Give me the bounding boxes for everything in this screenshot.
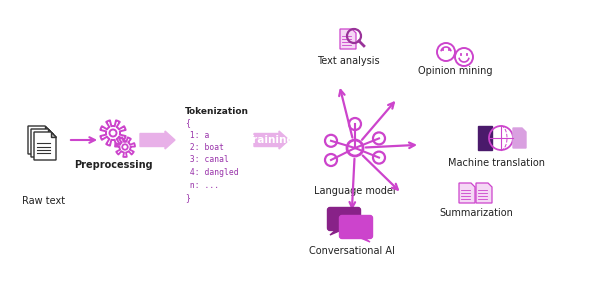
Polygon shape <box>459 183 475 203</box>
Text: Opinion mining: Opinion mining <box>418 66 492 76</box>
Polygon shape <box>45 126 50 131</box>
Polygon shape <box>34 132 56 160</box>
Text: Conversational AI: Conversational AI <box>309 246 395 256</box>
Text: Raw text: Raw text <box>22 196 65 206</box>
Polygon shape <box>330 228 346 235</box>
Polygon shape <box>28 126 50 154</box>
Text: Preprocessing: Preprocessing <box>74 160 152 170</box>
FancyArrow shape <box>254 131 289 149</box>
Polygon shape <box>476 183 492 203</box>
Polygon shape <box>478 126 492 150</box>
Text: {
 1: a
 2: boat
 3: canal
 4: dangled
 n: ...
}: { 1: a 2: boat 3: canal 4: dangled n: ..… <box>185 118 239 202</box>
Text: Tokenization: Tokenization <box>185 107 249 116</box>
Polygon shape <box>31 129 53 157</box>
Text: Text analysis: Text analysis <box>317 56 379 66</box>
Polygon shape <box>356 236 370 242</box>
Text: Summarization: Summarization <box>439 208 513 218</box>
FancyBboxPatch shape <box>328 207 361 230</box>
Text: Language model: Language model <box>314 186 396 196</box>
FancyBboxPatch shape <box>340 215 373 239</box>
Polygon shape <box>48 129 53 134</box>
Text: Training: Training <box>247 135 295 145</box>
Text: Machine translation: Machine translation <box>449 158 545 168</box>
FancyArrow shape <box>140 131 175 149</box>
Polygon shape <box>513 128 526 148</box>
Polygon shape <box>340 29 356 49</box>
Polygon shape <box>51 132 56 137</box>
